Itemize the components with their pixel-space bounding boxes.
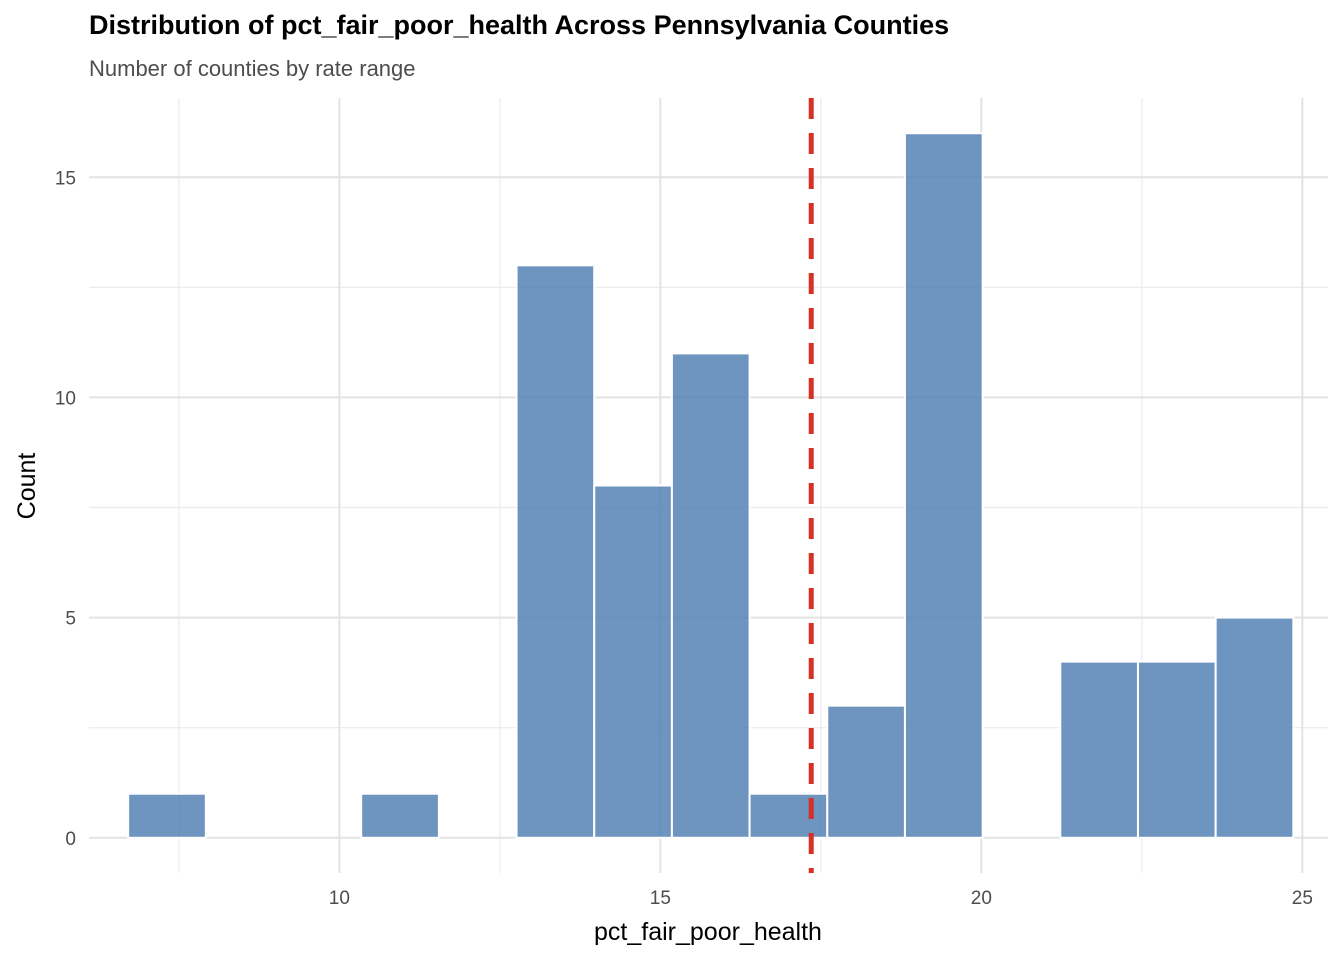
y-axis-title: Count [13,453,41,520]
y-tick-label: 15 [55,168,76,189]
histogram-bar [903,132,984,839]
histogram-bar [826,704,906,839]
y-tick-label: 10 [55,388,76,409]
histogram-bar [127,792,207,839]
x-axis-title: pct_fair_poor_health [594,918,822,946]
y-tick-label: 0 [65,829,76,850]
x-tick-label: 10 [329,888,350,909]
histogram-bar [748,792,829,839]
x-tick-label: 15 [650,888,671,909]
histogram-bar [360,792,440,839]
histogram-bar [670,352,751,839]
y-axis-ticks: 0 5 10 15 [55,168,76,850]
histogram-bar [1059,660,1139,839]
chart-title: Distribution of pct_fair_poor_health Acr… [89,10,950,40]
x-axis-ticks: 10 15 20 25 [329,888,1313,909]
x-tick-label: 25 [1292,888,1313,909]
histogram-bars [127,132,1295,839]
y-tick-label: 5 [65,609,76,630]
chart-subtitle: Number of counties by rate range [89,56,416,81]
histogram-bar [515,264,596,839]
x-tick-label: 20 [971,888,992,909]
histogram-bar [1136,660,1217,839]
histogram-bar [593,484,673,839]
histogram-bar [1214,616,1295,839]
